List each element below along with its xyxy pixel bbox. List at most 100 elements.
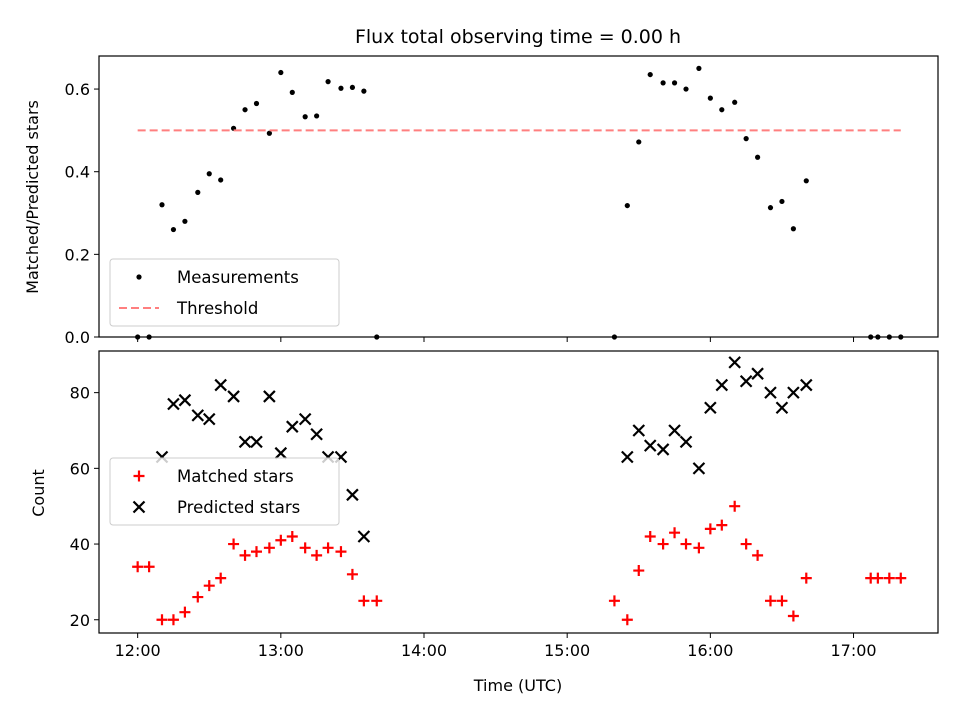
bottom-matched-stars-point-6 [203,580,215,592]
bottom-matched-stars-point-18 [346,568,358,580]
top-measurements-point-11 [266,130,272,136]
bottom-xtick-label-4: 16:00 [687,641,733,660]
top-panel: Matched/Predicted stars 0.0 0.2 0.4 0.6 Meas… [23,55,939,347]
bottom-axes-frame [98,350,939,634]
bottom-matched-stars-point-9 [239,549,251,561]
bottom-xtick-label-3: 15:00 [544,641,590,660]
top-legend-measurements-swatch-0 [136,274,142,280]
bottom-matched-stars-point-37 [800,572,812,584]
top-measurements-point-26 [671,80,678,86]
top-measurements-point-17 [338,85,344,91]
bottom-matched-stars-point-8 [228,538,240,550]
bottom-panel: Count Time (UTC) 12:00 13:00 14:00 15:00 16:… [29,350,939,695]
bottom-matched-stars-point-30 [716,519,728,531]
top-legend-measurements-label: Measurements [177,268,299,287]
bottom-predicted-stars-point-25 [704,401,717,415]
top-ylabel: Matched/Predicted stars [23,100,42,294]
bottom-predicted-stars-point-8 [250,435,263,449]
bottom-legend-predicted-stars-label: Predicted stars [177,498,300,517]
top-measurements-point-16 [325,79,331,85]
bottom-legend: Matched stars Predicted stars [109,457,340,526]
bottom-matched-stars-point-5 [192,591,204,603]
top-measurements-point-29 [707,95,713,101]
top-measurements-point-35 [779,198,785,205]
bottom-predicted-stars-point-20 [643,439,657,452]
bottom-predicted-stars-point-3 [191,409,205,422]
bottom-ytick-label-2: 60 [70,459,90,478]
bottom-matched-stars-point-11 [263,542,275,554]
bottom-xtick-label-2: 14:00 [401,641,447,660]
bottom-matched-stars-point-31 [729,500,741,512]
bottom-matched-stars-point-33 [752,549,764,561]
bottom-matched-stars-point-17 [335,546,347,558]
bottom-xlabel: Time (UTC) [473,676,562,695]
top-plot-area [135,65,904,340]
top-ytick-label-0: 0.0 [65,328,90,347]
top-measurements-point-10 [253,100,260,107]
bottom-matched-stars-point-35 [776,595,788,607]
bottom-predicted-stars-point-2 [178,393,192,407]
bottom-predicted-stars-point-24 [692,462,706,475]
top-legend: Measurements Threshold [109,258,340,327]
bottom-predicted-stars-point-7 [238,435,252,449]
bottom-matched-stars-point-34 [764,595,776,607]
bottom-predicted-stars-point-18 [621,450,634,464]
bottom-matched-stars-point-10 [250,546,262,558]
bottom-matched-stars-point-40 [883,572,895,584]
top-measurements-point-6 [206,171,212,177]
top-ytick-label-2: 0.4 [65,163,90,182]
bottom-matched-stars-point-15 [311,549,323,561]
bottom-matched-stars-point-27 [680,538,692,550]
bottom-legend-matched-stars-label: Matched stars [177,467,294,486]
top-measurements-point-34 [767,205,774,211]
bottom-ylabel: Count [29,469,48,517]
top-measurements-point-25 [660,80,666,86]
top-measurements-point-12 [278,69,284,76]
bottom-predicted-stars-point-10 [274,446,288,460]
bottom-predicted-stars-point-27 [728,356,741,369]
top-measurements-point-23 [636,139,642,145]
bottom-predicted-stars-point-28 [739,375,753,388]
bottom-ytick-label-3: 80 [70,384,90,403]
bottom-predicted-stars-point-6 [227,390,240,403]
top-measurements-point-28 [696,65,702,71]
bottom-matched-stars-point-12 [275,534,287,546]
top-measurements-point-32 [743,136,749,142]
top-measurements-point-9 [242,107,248,113]
bottom-marks [132,356,907,626]
bottom-matched-stars-point-13 [286,530,298,542]
bottom-predicted-stars-point-19 [632,424,646,437]
bottom-matched-stars-point-22 [621,614,633,626]
top-measurements-point-13 [289,89,295,95]
bottom-xtick-label-1: 13:00 [258,641,304,660]
top-measurements-point-15 [314,113,320,119]
bottom-predicted-stars-point-32 [787,386,800,399]
bottom-matched-stars-point-28 [693,542,705,554]
bottom-matched-stars-point-41 [895,572,907,584]
bottom-matched-stars-point-32 [740,538,752,550]
bottom-predicted-stars-point-17 [357,530,371,543]
top-measurements-point-14 [302,114,308,120]
chart-title: Flux total observing time = 0.00 h [355,26,681,48]
bottom-predicted-stars-point-16 [346,488,359,502]
bottom-matched-stars-point-0 [132,561,144,573]
bottom-matched-stars-point-3 [167,614,179,626]
bottom-matched-stars-point-24 [644,530,656,542]
bottom-legend-matched-stars-swatch-0 [133,470,145,482]
bottom-predicted-stars-point-26 [715,378,729,392]
top-measurements-point-19 [361,88,367,94]
top-measurements-point-2 [159,202,165,208]
top-measurements-point-24 [647,71,653,78]
bottom-matched-stars-point-14 [299,542,311,554]
bottom-predicted-stars-point-23 [679,435,693,449]
bottom-legend-predicted-stars-swatch-0 [132,500,146,514]
bottom-matched-stars-point-36 [787,610,799,622]
top-measurements-point-37 [803,178,809,184]
top-axes-frame [98,55,939,338]
bottom-legend-box [109,457,340,526]
bottom-predicted-stars-point-11 [286,420,299,433]
top-measurements-point-3 [170,226,177,233]
top-ytick-label-3: 0.6 [65,80,90,99]
bottom-ytick-label-0: 20 [70,611,90,630]
